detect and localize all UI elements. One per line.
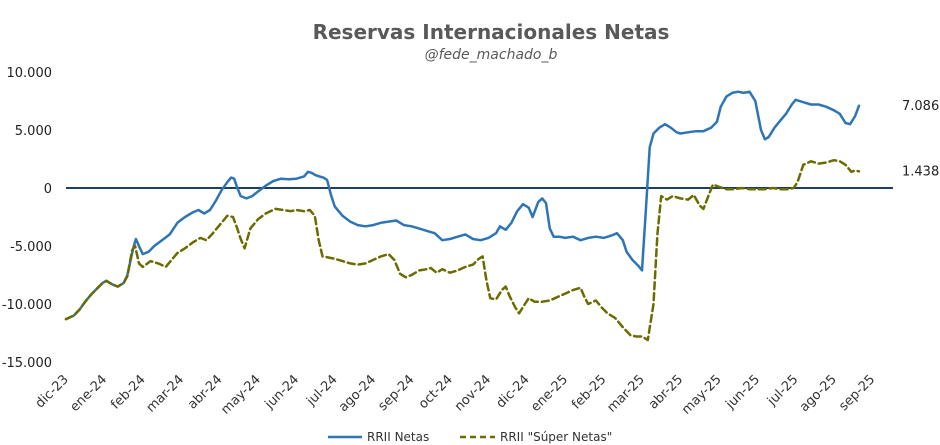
y-tick-label: -15.000: [2, 356, 52, 371]
y-tick-label: -5.000: [10, 240, 52, 255]
y-tick-label: -10.000: [2, 298, 52, 313]
x-tick-label: sep-25: [836, 372, 878, 414]
x-tick-label: jul-24: [303, 372, 340, 409]
chart-subtitle: @fede_machado_b: [425, 47, 558, 63]
x-tick-label: feb-24: [108, 372, 148, 412]
x-tick-label: ene-25: [528, 372, 571, 415]
legend: RRII Netas RRII "Súper Netas": [328, 430, 612, 444]
y-tick-label: 5.000: [15, 124, 52, 139]
chart-title: Reservas Internacionales Netas: [313, 20, 670, 44]
x-tick-label: feb-25: [569, 372, 609, 412]
end-labels: 7.086 1.438: [902, 99, 939, 180]
legend-label-netas: RRII Netas: [367, 430, 429, 444]
y-axis: 10.000 5.000 0 -5.000 -10.000 -15.000: [2, 66, 52, 371]
x-tick-label: dic-24: [494, 372, 533, 411]
x-tick-label: mar-25: [604, 372, 647, 415]
x-tick-label: may-24: [218, 372, 263, 417]
series-line-rrii-netas: [64, 90, 861, 321]
x-tick-label: ago-25: [797, 372, 840, 415]
x-tick-label: ene-24: [67, 372, 110, 415]
x-tick-label: nov-24: [452, 372, 494, 414]
x-tick-label: jun-25: [722, 372, 763, 413]
end-label-super-netas: 1.438: [902, 164, 939, 179]
x-tick-label: sep-24: [376, 372, 418, 414]
x-tick-label: ago-24: [336, 372, 379, 415]
x-tick-label: mar-24: [144, 372, 187, 415]
legend-label-super-netas: RRII "Súper Netas": [500, 430, 612, 444]
x-tick-label: dic-23: [33, 372, 72, 411]
x-tick-label: jul-25: [764, 372, 801, 409]
x-tick-label: jun-24: [262, 372, 303, 413]
series-line-rrii-super-netas: [64, 158, 861, 342]
end-label-netas: 7.086: [902, 99, 939, 114]
x-tick-label: oct-24: [416, 372, 456, 412]
y-tick-label: 0: [44, 182, 52, 197]
x-axis: dic-23ene-24feb-24mar-24abr-24may-24jun-…: [33, 372, 878, 417]
x-tick-label: may-25: [679, 372, 724, 417]
y-tick-label: 10.000: [7, 66, 53, 81]
series-layer: [64, 90, 861, 342]
